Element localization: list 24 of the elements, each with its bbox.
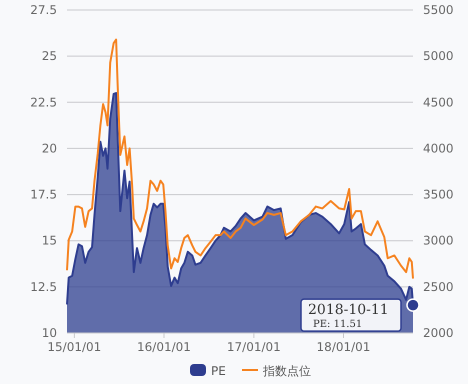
y-tick-label: 25 — [42, 49, 57, 64]
y-tick-label: 27.5 — [30, 3, 57, 17]
y-tick-label: 10 — [42, 326, 57, 340]
y2-tick-label: 2000 — [423, 326, 454, 340]
x-tick-label: 16/01/01 — [137, 340, 191, 354]
legend-label: 指数点位 — [262, 364, 311, 378]
x-tick-label: 17/01/01 — [226, 340, 281, 354]
y2-tick-label: 2500 — [423, 280, 454, 294]
legend-label: PE — [211, 364, 226, 378]
annotation: 2018-10-11 PE: 11.51 — [308, 302, 389, 330]
y2-tick-label: 5500 — [423, 3, 454, 17]
x-tick-label: 18/01/01 — [316, 340, 370, 354]
y-tick-label: 12.5 — [30, 280, 57, 294]
y-tick-label: 20 — [42, 141, 57, 156]
y2-tick-label: 5000 — [423, 49, 454, 64]
y-tick-label: 22.5 — [30, 95, 57, 110]
y2-tick-label: 4000 — [423, 141, 454, 156]
y2-tick-label: 3000 — [423, 234, 454, 248]
y-tick-label: 17.5 — [30, 188, 57, 202]
line-series — [66, 38, 414, 280]
y-tick-label: 15 — [42, 234, 57, 248]
y2-tick-label: 4500 — [423, 95, 454, 110]
x-tick-label: 15/01/01 — [47, 340, 102, 354]
y2-tick-label: 3500 — [423, 188, 454, 202]
